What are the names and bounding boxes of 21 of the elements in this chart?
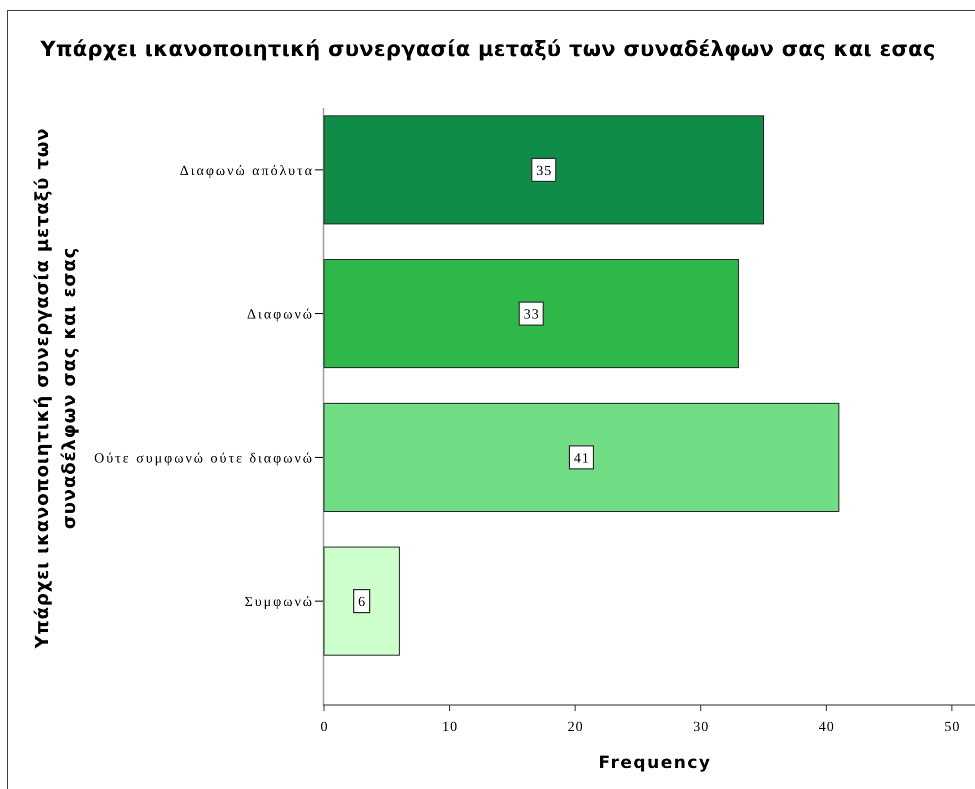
y-tick-label: Διαφωνώ απόλυτα (180, 164, 314, 179)
data-label: 6 (358, 595, 366, 610)
x-tick-label: 40 (818, 720, 835, 735)
y-tick-label: Ούτε συμφωνώ ούτε διαφωνώ (94, 451, 314, 466)
bar (324, 546, 400, 656)
bar (324, 259, 739, 368)
bar (324, 115, 764, 224)
x-tick-label: 0 (320, 720, 328, 735)
bar (324, 402, 840, 512)
data-label: 33 (524, 308, 540, 323)
y-tick-label: Συμφωνώ (244, 595, 314, 610)
x-tick-label: 20 (568, 720, 584, 735)
y-tick-label: Διαφωνώ (247, 308, 314, 323)
x-tick-label: 10 (442, 720, 458, 735)
data-label: 41 (574, 451, 590, 466)
data-label: 35 (536, 164, 552, 179)
x-tick-label: 30 (693, 720, 710, 735)
x-axis-title: Frequency (598, 753, 712, 773)
y-axis-title: Υπάρχει ικανοποιητική συνεργασία μεταξύ των συναδέλφων σας και εσας (32, 128, 80, 650)
chart-title: Υπάρχει ικανοποιητική συνεργασία μεταξύ των συναδέλφων σας και εσας (39, 37, 936, 61)
x-tick-label: 50 (944, 720, 960, 735)
